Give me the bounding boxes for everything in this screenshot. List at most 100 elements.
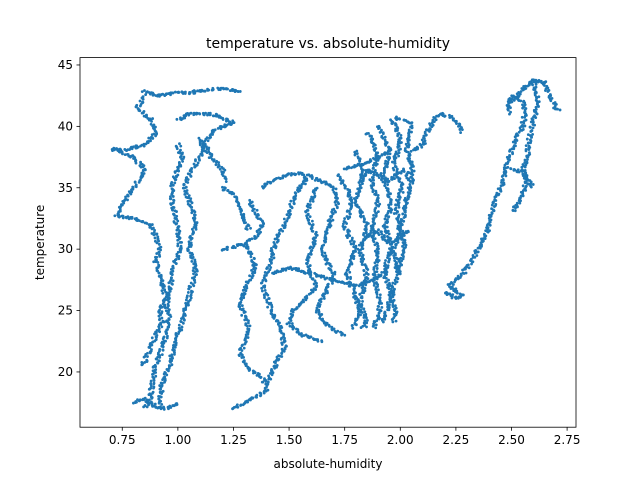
data-point (392, 254, 396, 257)
data-point (401, 191, 405, 194)
data-point (315, 306, 319, 310)
data-point (490, 211, 494, 215)
data-point (514, 206, 517, 210)
data-point (388, 290, 391, 294)
data-point (534, 82, 538, 86)
data-point (558, 108, 562, 112)
data-point (385, 156, 389, 159)
data-point (386, 256, 389, 260)
data-point (269, 266, 273, 269)
data-point (364, 132, 368, 136)
data-point (359, 176, 363, 179)
data-point (467, 266, 471, 270)
data-point (251, 204, 255, 208)
data-point (410, 126, 414, 130)
data-point (162, 320, 166, 324)
data-point (535, 112, 539, 116)
data-point (520, 87, 524, 90)
data-point (315, 233, 319, 237)
data-point (270, 255, 273, 259)
data-point (411, 181, 415, 185)
data-point (456, 274, 460, 278)
data-point (498, 187, 502, 190)
data-point (316, 179, 320, 183)
data-point (152, 230, 156, 234)
data-point (357, 284, 361, 288)
data-point (450, 296, 454, 300)
data-point (275, 355, 279, 359)
data-point (361, 300, 364, 303)
data-point (189, 281, 193, 285)
data-point (155, 252, 159, 255)
data-point (518, 201, 522, 205)
data-point (356, 162, 360, 166)
data-point (134, 400, 137, 404)
data-point (215, 114, 219, 118)
y-tick-label: 35 (58, 181, 73, 195)
data-point (191, 232, 195, 236)
data-point (175, 232, 179, 236)
data-point (410, 160, 414, 164)
data-point (171, 346, 175, 350)
data-point (192, 162, 196, 166)
data-point (260, 286, 264, 290)
data-point (537, 105, 540, 108)
data-point (267, 377, 271, 381)
data-point (433, 117, 437, 120)
y-axis-label: temperature (33, 205, 47, 280)
data-point (448, 285, 451, 288)
data-point (348, 234, 352, 238)
data-point (121, 214, 125, 218)
data-point (371, 167, 375, 170)
data-point (488, 229, 491, 233)
data-point (209, 156, 213, 159)
data-point (394, 165, 398, 169)
data-point (387, 179, 391, 183)
data-point (530, 135, 533, 139)
data-point (157, 359, 161, 363)
data-point (156, 235, 160, 239)
data-point (377, 311, 381, 315)
data-point (221, 248, 225, 251)
data-point (155, 267, 159, 271)
data-point (524, 107, 528, 110)
data-point (372, 273, 376, 277)
data-point (175, 117, 179, 121)
data-point (147, 345, 151, 349)
data-point (383, 226, 387, 230)
data-point (343, 282, 346, 285)
data-point (158, 255, 162, 258)
data-point (270, 313, 274, 317)
data-point (308, 199, 312, 203)
data-point (175, 222, 179, 225)
data-point (280, 343, 284, 346)
data-point (216, 165, 220, 169)
data-point (347, 194, 351, 198)
data-point (348, 284, 352, 288)
data-point (391, 317, 395, 321)
data-point (411, 173, 415, 177)
data-point (222, 87, 226, 91)
data-point (175, 175, 178, 179)
data-point (392, 256, 396, 260)
data-point (142, 405, 146, 409)
data-point (282, 217, 286, 221)
data-point (317, 305, 321, 308)
data-point (184, 304, 188, 307)
data-point (420, 145, 424, 149)
data-point (325, 259, 329, 262)
data-point (455, 296, 459, 299)
data-point (172, 212, 176, 216)
data-point (240, 296, 243, 299)
data-point (200, 154, 204, 157)
data-point (173, 171, 177, 174)
data-point (242, 359, 246, 363)
data-point (320, 181, 324, 185)
data-point (513, 168, 517, 172)
data-point (395, 267, 399, 271)
data-point (198, 112, 202, 116)
data-point (297, 304, 301, 308)
data-point (380, 232, 384, 236)
data-point (149, 379, 153, 383)
data-point (194, 112, 198, 116)
